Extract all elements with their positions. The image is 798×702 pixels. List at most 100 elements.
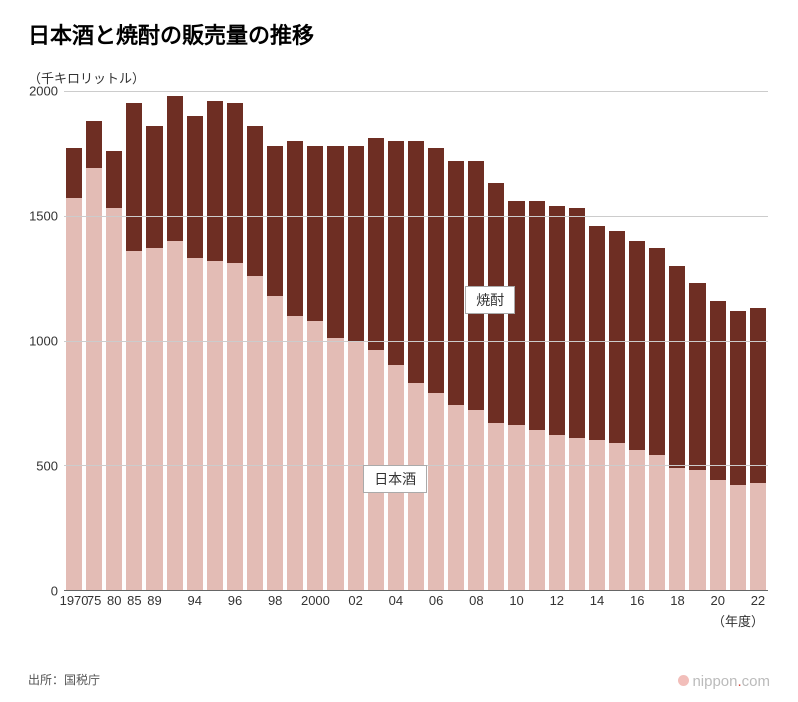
x-tick-label: 02: [348, 593, 362, 608]
bar-segment-sake: [750, 483, 766, 590]
x-tick-label: 04: [389, 593, 403, 608]
chart-container: 0500100015002000 焼酎日本酒 19707580858994969…: [28, 91, 768, 621]
bar-segment-shochu: [388, 141, 404, 366]
x-tick-label: 12: [550, 593, 564, 608]
bar-segment-sake: [167, 241, 183, 590]
bar-segment-shochu: [146, 126, 162, 248]
source-text: 出所：国税庁: [28, 671, 100, 688]
bar-segment-sake: [529, 430, 545, 590]
bar-segment-shochu: [710, 301, 726, 481]
bar-segment-shochu: [106, 151, 122, 208]
bar-segment-sake: [448, 405, 464, 590]
bar-segment-sake: [629, 450, 645, 590]
x-tick-label: 85: [127, 593, 141, 608]
x-tick-label: 14: [590, 593, 604, 608]
y-axis: 0500100015002000: [28, 91, 64, 591]
bar-segment-sake: [287, 316, 303, 590]
bar-segment-shochu: [287, 141, 303, 316]
branding-name: nippon: [692, 673, 737, 690]
bar-segment-shochu: [86, 121, 102, 168]
branding-logo: nippon.com: [678, 673, 770, 690]
x-tick-label: 98: [268, 593, 282, 608]
x-tick-label: 96: [228, 593, 242, 608]
bar-segment-sake: [569, 438, 585, 590]
bar-segment-sake: [247, 276, 263, 590]
bar-segment-sake: [126, 251, 142, 590]
bar-segment-sake: [689, 470, 705, 590]
bar-segment-shochu: [348, 146, 364, 341]
x-tick-label: 75: [87, 593, 101, 608]
bar-segment-shochu: [267, 146, 283, 296]
plot-area: 焼酎日本酒: [64, 91, 768, 591]
bar-segment-shochu: [569, 208, 585, 438]
bar-segment-shochu: [307, 146, 323, 321]
bar-segment-sake: [669, 468, 685, 590]
bar-segment-shochu: [408, 141, 424, 383]
bar-segment-shochu: [669, 266, 685, 468]
x-tick-label: 22: [751, 593, 765, 608]
bar-segment-shochu: [629, 241, 645, 451]
x-tick-label: 18: [670, 593, 684, 608]
x-tick-label: 2000: [301, 593, 330, 608]
bar-segment-sake: [187, 258, 203, 590]
bar-segment-sake: [146, 248, 162, 590]
legend-shochu: 焼酎: [465, 286, 515, 314]
x-axis-unit: （年度）: [712, 611, 764, 630]
bar-segment-shochu: [649, 248, 665, 455]
x-tick-label: 80: [107, 593, 121, 608]
x-axis: 1970758085899496982000020406081012141618…: [64, 593, 768, 613]
bar-segment-shochu: [609, 231, 625, 443]
bar-segment-sake: [307, 321, 323, 590]
bar-segment-sake: [66, 198, 82, 590]
bar-segment-sake: [549, 435, 565, 590]
x-tick-label: 16: [630, 593, 644, 608]
x-tick-label: 89: [147, 593, 161, 608]
y-tick-label: 500: [36, 459, 58, 474]
y-tick-label: 1500: [29, 209, 58, 224]
bar-segment-shochu: [126, 103, 142, 250]
bar-segment-shochu: [529, 201, 545, 431]
bar-segment-sake: [86, 168, 102, 590]
bar-segment-shochu: [227, 103, 243, 263]
bar-segment-shochu: [589, 226, 605, 441]
bar-segment-shochu: [428, 148, 444, 393]
bar-segment-shochu: [549, 206, 565, 436]
x-tick-label: 06: [429, 593, 443, 608]
bar-segment-sake: [508, 425, 524, 590]
bar-segment-sake: [589, 440, 605, 590]
x-tick-label: 08: [469, 593, 483, 608]
bar-segment-sake: [428, 393, 444, 590]
bar-segment-sake: [227, 263, 243, 590]
bar-segment-shochu: [448, 161, 464, 406]
gridline: [64, 91, 768, 92]
bar-segment-shochu: [327, 146, 343, 338]
bar-segment-shochu: [730, 311, 746, 486]
bar-segment-shochu: [167, 96, 183, 241]
bar-segment-sake: [649, 455, 665, 590]
bar-segment-shochu: [66, 148, 82, 198]
gridline: [64, 216, 768, 217]
bar-segment-shochu: [368, 138, 384, 350]
bar-segment-sake: [106, 208, 122, 590]
x-tick-label: 10: [509, 593, 523, 608]
bar-segment-sake: [488, 423, 504, 590]
bar-segment-sake: [327, 338, 343, 590]
bar-segment-sake: [730, 485, 746, 590]
x-tick-label: 94: [188, 593, 202, 608]
x-tick-label: 20: [710, 593, 724, 608]
bar-segment-shochu: [187, 116, 203, 258]
bar-segment-shochu: [247, 126, 263, 276]
x-tick-label: 1970: [60, 593, 89, 608]
y-tick-label: 2000: [29, 84, 58, 99]
bar-segment-sake: [710, 480, 726, 590]
y-tick-label: 1000: [29, 334, 58, 349]
bar-segment-shochu: [750, 308, 766, 483]
bar-segment-shochu: [689, 283, 705, 470]
branding-suffix: com: [742, 673, 770, 690]
gridline: [64, 341, 768, 342]
legend-sake: 日本酒: [363, 465, 427, 493]
y-axis-unit: （千キロリットル）: [28, 68, 770, 87]
bar-segment-sake: [468, 410, 484, 590]
bar-segment-sake: [207, 261, 223, 590]
chart-title: 日本酒と焼酎の販売量の推移: [28, 18, 770, 50]
